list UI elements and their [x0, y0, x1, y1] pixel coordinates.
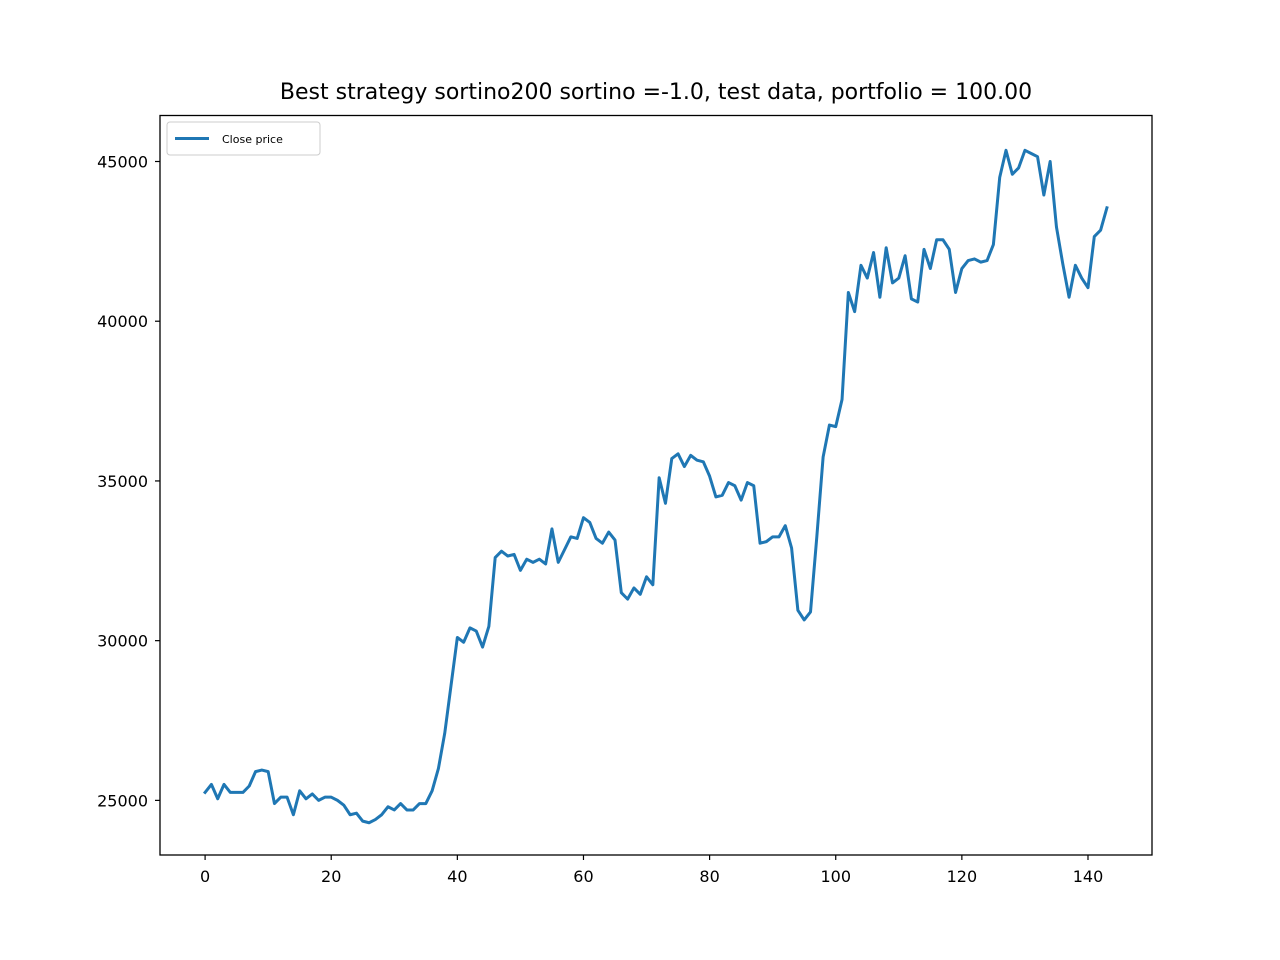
x-tick-label: 100	[820, 867, 851, 886]
x-tick-label: 140	[1073, 867, 1104, 886]
y-axis: 25000 30000 35000 40000 45000	[97, 152, 160, 810]
y-tick-label: 40000	[97, 312, 148, 331]
legend-box	[166, 121, 321, 156]
x-tick-label: 40	[447, 867, 467, 886]
x-axis: 0 20 40 60 80 100 120 140	[200, 855, 1103, 886]
y-tick-label: 45000	[97, 152, 148, 171]
y-tick-label: 25000	[97, 791, 148, 810]
x-tick-label: 120	[947, 867, 978, 886]
plot-frame	[159, 114, 1153, 856]
x-tick-label: 80	[699, 867, 719, 886]
y-tick-label: 35000	[97, 472, 148, 491]
legend-label: Close price	[222, 133, 283, 146]
x-tick-label: 0	[200, 867, 210, 886]
y-tick-label: 30000	[97, 632, 148, 651]
chart-title: Best strategy sortino200 sortino =-1.0, …	[280, 80, 1032, 105]
x-tick-label: 20	[321, 867, 341, 886]
legend: Close price	[166, 121, 321, 156]
series-line-close-price	[202, 148, 1109, 825]
x-tick-label: 60	[573, 867, 593, 886]
